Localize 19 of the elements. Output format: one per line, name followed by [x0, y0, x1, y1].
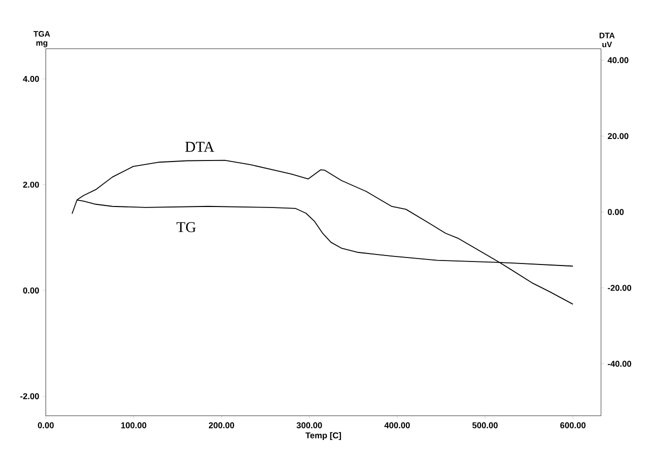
- x-tick-label: 100.00: [121, 422, 146, 428]
- y-tick-label: 4.00: [22, 76, 39, 82]
- x-tick-label: 300.00: [296, 422, 322, 428]
- x-tick-label: 600.00: [560, 422, 586, 428]
- y2-tick-label: 0.00: [608, 208, 624, 215]
- y2-tick-label: -40.00: [608, 360, 632, 367]
- x-tick-label: 200.00: [208, 422, 234, 428]
- y-tick-label: 0.00: [23, 287, 39, 294]
- annotation: DTA: [185, 142, 214, 152]
- y2-tick-label: 40.00: [608, 57, 628, 64]
- y2-tick-label: 20.00: [608, 133, 628, 140]
- y-tick-label: 2.00: [23, 182, 39, 188]
- y2-tick-label: -20.00: [608, 284, 632, 291]
- y-tick-label: -2.00: [20, 393, 39, 400]
- x-tick-label: 400.00: [384, 422, 410, 428]
- x-axis-title: Temp [C]: [305, 432, 341, 440]
- annotation: TG: [176, 222, 196, 232]
- x-tick-label: 0.00: [38, 422, 54, 428]
- x-tick-label: 500.00: [472, 422, 498, 428]
